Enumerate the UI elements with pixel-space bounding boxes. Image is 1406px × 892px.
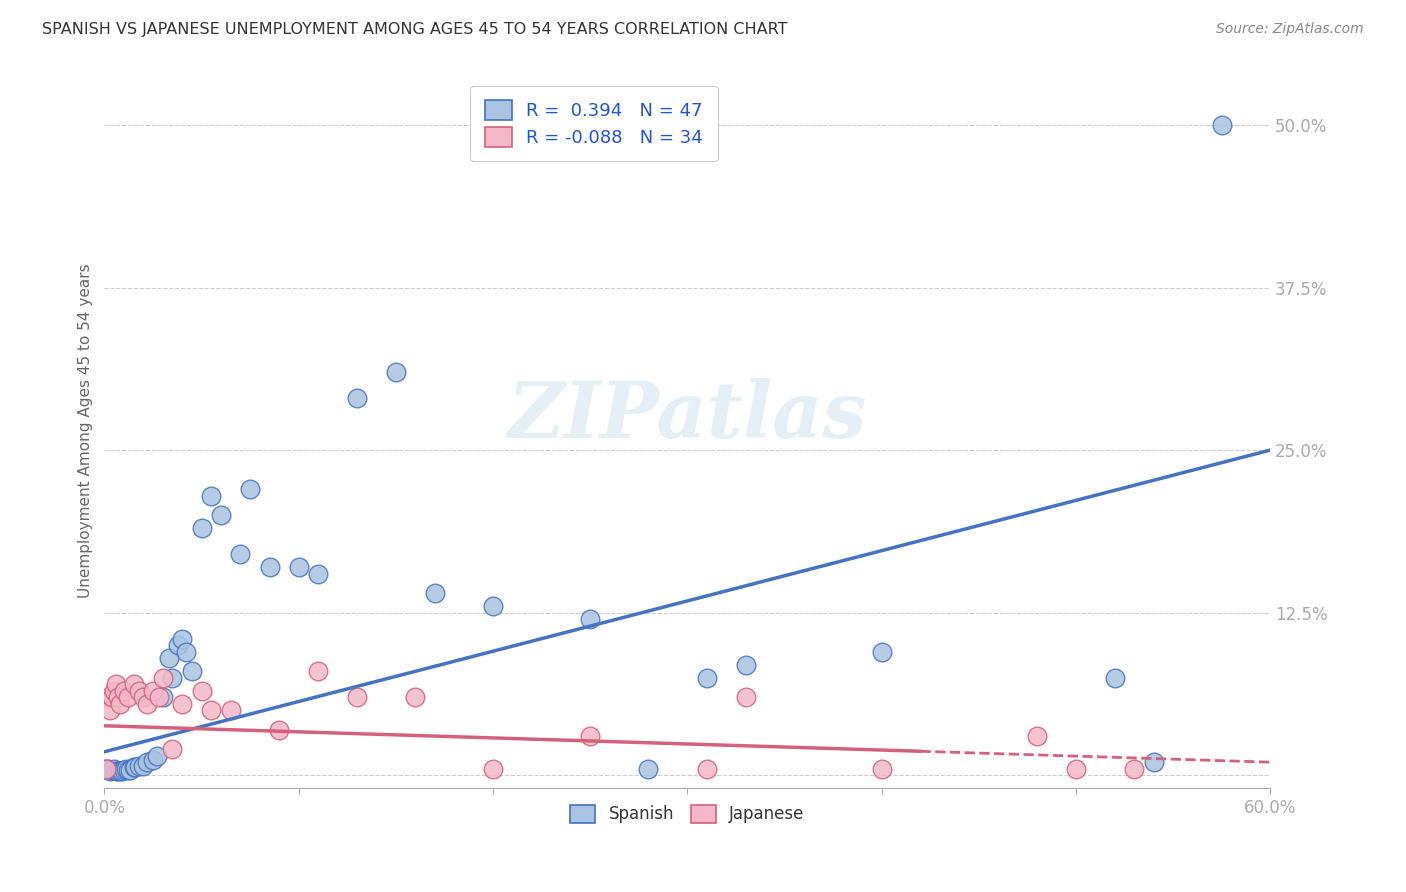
Point xyxy=(209,508,232,522)
Point xyxy=(346,690,368,705)
Point xyxy=(180,664,202,678)
Point xyxy=(142,683,165,698)
Point xyxy=(152,690,174,705)
Point xyxy=(105,764,128,779)
Point xyxy=(404,690,426,705)
Text: SPANISH VS JAPANESE UNEMPLOYMENT AMONG AGES 45 TO 54 YEARS CORRELATION CHART: SPANISH VS JAPANESE UNEMPLOYMENT AMONG A… xyxy=(42,22,787,37)
Point xyxy=(101,690,124,705)
Point xyxy=(229,547,252,561)
Point xyxy=(734,657,756,672)
Point xyxy=(108,697,131,711)
Point xyxy=(1143,755,1166,769)
Point xyxy=(132,690,155,705)
Point xyxy=(239,482,262,496)
Point xyxy=(579,612,602,626)
Point xyxy=(108,764,131,779)
Point xyxy=(870,762,893,776)
Point xyxy=(105,677,128,691)
Point xyxy=(696,671,718,685)
Point xyxy=(98,764,121,779)
Point xyxy=(385,365,408,379)
Point xyxy=(1211,118,1233,132)
Point xyxy=(157,651,180,665)
Text: ZIPatlas: ZIPatlas xyxy=(508,378,868,455)
Point xyxy=(122,760,145,774)
Y-axis label: Unemployment Among Ages 45 to 54 years: Unemployment Among Ages 45 to 54 years xyxy=(79,263,93,598)
Point xyxy=(107,690,129,705)
Point xyxy=(124,760,146,774)
Point xyxy=(128,683,150,698)
Point xyxy=(172,697,194,711)
Point xyxy=(136,697,159,711)
Point xyxy=(107,764,129,779)
Point xyxy=(128,759,150,773)
Point xyxy=(579,729,602,743)
Point xyxy=(1123,762,1146,776)
Point xyxy=(190,521,212,535)
Point xyxy=(111,764,134,779)
Text: Source: ZipAtlas.com: Source: ZipAtlas.com xyxy=(1216,22,1364,37)
Point xyxy=(696,762,718,776)
Point xyxy=(122,677,145,691)
Point xyxy=(287,560,309,574)
Point xyxy=(136,755,159,769)
Point xyxy=(307,566,329,581)
Point xyxy=(96,762,118,776)
Point xyxy=(162,671,184,685)
Point xyxy=(132,759,155,773)
Point xyxy=(734,690,756,705)
Point xyxy=(97,690,120,705)
Legend: Spanish, Japanese: Spanish, Japanese xyxy=(564,798,811,830)
Point xyxy=(146,748,169,763)
Point xyxy=(200,489,222,503)
Point xyxy=(307,664,329,678)
Point xyxy=(117,763,139,777)
Point xyxy=(118,763,141,777)
Point xyxy=(870,645,893,659)
Point xyxy=(114,762,136,776)
Point xyxy=(101,763,124,777)
Point xyxy=(1104,671,1126,685)
Point xyxy=(162,742,184,756)
Point xyxy=(98,703,121,717)
Point xyxy=(103,683,125,698)
Point xyxy=(142,753,165,767)
Point xyxy=(482,599,505,614)
Point xyxy=(346,391,368,405)
Point xyxy=(96,762,118,776)
Point xyxy=(1064,762,1087,776)
Point xyxy=(423,586,446,600)
Point xyxy=(174,645,197,659)
Point xyxy=(219,703,242,717)
Point xyxy=(112,763,135,777)
Point xyxy=(148,690,170,705)
Point xyxy=(269,723,291,737)
Point xyxy=(167,638,190,652)
Point xyxy=(637,762,659,776)
Point xyxy=(1026,729,1049,743)
Point xyxy=(112,683,135,698)
Point xyxy=(103,762,125,776)
Point xyxy=(152,671,174,685)
Point xyxy=(259,560,281,574)
Point xyxy=(482,762,505,776)
Point xyxy=(200,703,222,717)
Point xyxy=(172,632,194,646)
Point xyxy=(97,762,120,776)
Point xyxy=(190,683,212,698)
Point xyxy=(117,690,139,705)
